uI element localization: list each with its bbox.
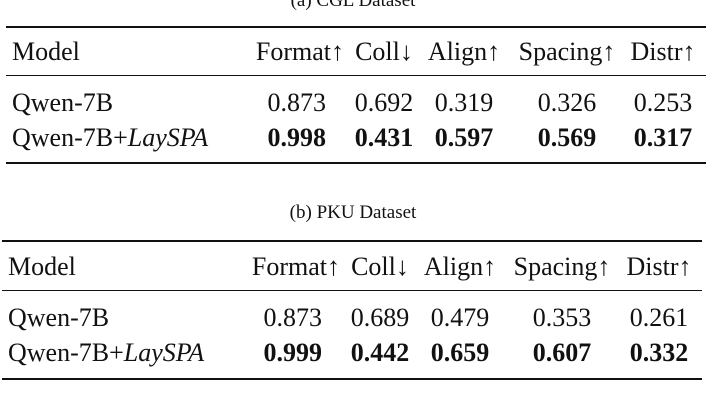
table-a-row-2-model-method: LaySPA bbox=[127, 123, 209, 152]
table-a-row-1-distr: 0.253 bbox=[633, 88, 693, 117]
table-b-header-format: Format↑ bbox=[251, 252, 340, 281]
table-a-top-rule bbox=[6, 26, 706, 28]
table-a-header-coll: Coll↓ bbox=[355, 37, 413, 66]
table-b-row-2-distr: 0.332 bbox=[629, 338, 689, 367]
table-a-header-align: Align↑ bbox=[427, 37, 501, 66]
table-b-row-2-format: 0.999 bbox=[263, 338, 323, 367]
table-b-header-align: Align↑ bbox=[423, 252, 497, 281]
table-a-row-2-distr: 0.317 bbox=[633, 123, 693, 152]
table-a-header-format: Format↑ bbox=[255, 37, 344, 66]
table-b-row-2-coll: 0.442 bbox=[350, 338, 410, 367]
table-a-mid-rule bbox=[6, 75, 706, 76]
table-b-row-1-coll: 0.689 bbox=[350, 303, 410, 332]
table-a-row-1-spacing: 0.326 bbox=[537, 88, 597, 117]
table-a-caption: (a) CGL Dataset bbox=[290, 0, 416, 11]
table-b-header-coll: Coll↓ bbox=[351, 252, 409, 281]
table-b-top-rule bbox=[2, 240, 702, 242]
table-a-header-distr: Distr↑ bbox=[630, 37, 696, 66]
table-a-row-2-align: 0.597 bbox=[434, 123, 494, 152]
table-b-bottom-rule bbox=[2, 378, 702, 380]
table-b-row-1-model: Qwen-7B bbox=[8, 303, 110, 332]
table-b-header-spacing: Spacing↑ bbox=[513, 252, 611, 281]
table-a-row-2-model-base: Qwen-7B+ bbox=[12, 123, 128, 152]
table-a-row-1-coll: 0.692 bbox=[354, 88, 414, 117]
table-a-row-1-format: 0.873 bbox=[267, 88, 327, 117]
table-a-row-1-align: 0.319 bbox=[434, 88, 494, 117]
table-b-mid-rule bbox=[2, 290, 702, 291]
table-b-header-model: Model bbox=[8, 252, 76, 281]
table-a-header-model: Model bbox=[12, 37, 80, 66]
table-b-row-2-spacing: 0.607 bbox=[532, 338, 592, 367]
table-a-row-2-format: 0.998 bbox=[267, 123, 327, 152]
table-a-row-2-coll: 0.431 bbox=[354, 123, 414, 152]
table-b-row-2-model-method: LaySPA bbox=[123, 338, 205, 367]
table-b-row-2-model: Qwen-7B+LaySPA bbox=[8, 338, 204, 368]
table-b-caption: (b) PKU Dataset bbox=[289, 202, 417, 223]
table-b-row-2-align: 0.659 bbox=[430, 338, 490, 367]
table-a-header-spacing: Spacing↑ bbox=[518, 37, 616, 66]
table-a-row-1-model: Qwen-7B bbox=[12, 88, 114, 117]
table-a-row-2-spacing: 0.569 bbox=[537, 123, 597, 152]
table-b-header-distr: Distr↑ bbox=[626, 252, 692, 281]
table-b-row-1-format: 0.873 bbox=[263, 303, 323, 332]
table-b-row-1-align: 0.479 bbox=[430, 303, 490, 332]
table-b-row-1-spacing: 0.353 bbox=[532, 303, 592, 332]
table-a-bottom-rule bbox=[6, 162, 706, 164]
table-b-row-1-distr: 0.261 bbox=[629, 303, 689, 332]
table-b-row-2-model-base: Qwen-7B+ bbox=[8, 338, 124, 367]
table-a-row-2-model: Qwen-7B+LaySPA bbox=[12, 123, 208, 153]
